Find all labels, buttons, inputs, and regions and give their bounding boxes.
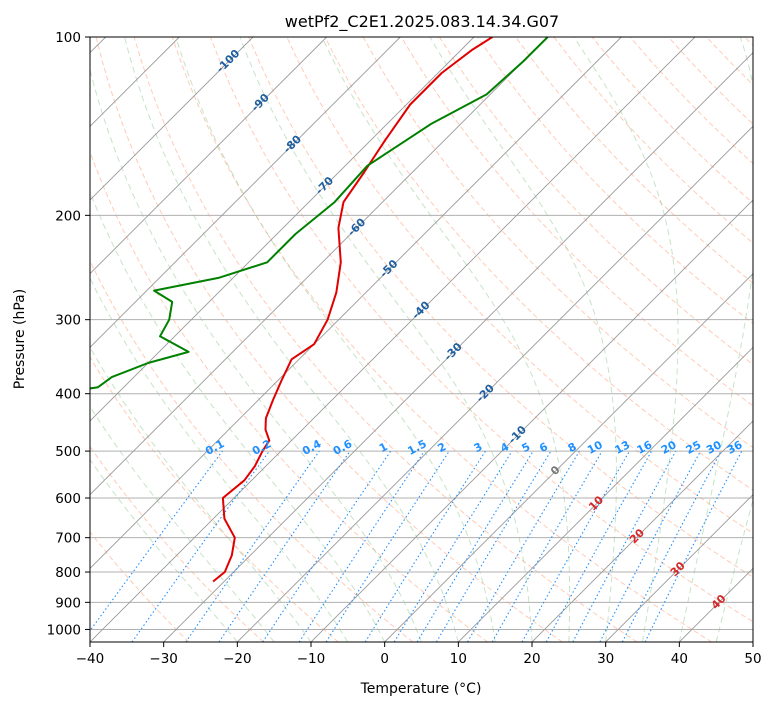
- y-tick-label: 600: [55, 491, 81, 507]
- dry-adiabat-line: [515, 37, 753, 284]
- plot-area: -100-90-80-70-60-50-40-30-20-10010203040…: [90, 37, 753, 642]
- x-tick-label: −20: [223, 651, 252, 667]
- isotherm-line: [90, 37, 475, 422]
- isotherm-line: [90, 37, 401, 348]
- isotherm-line: [531, 420, 753, 642]
- moist-adiabat-line: [678, 37, 753, 642]
- profile-line-1: [90, 37, 549, 390]
- mixing-ratio-line: [262, 450, 392, 642]
- x-tick-label: 50: [744, 651, 761, 667]
- mixing-ratio-label: 30: [704, 438, 724, 457]
- dry-adiabat-line: [90, 150, 488, 642]
- plot-frame: [89, 36, 754, 643]
- isotherm-line: [90, 37, 548, 496]
- mixing-ratio-label: 36: [725, 438, 745, 457]
- moist-adiabat-line: [175, 37, 496, 642]
- moist-adiabat-line: [429, 37, 617, 642]
- x-tick-label: 20: [523, 651, 540, 667]
- profile-line-0: [212, 37, 493, 583]
- isotherm-line: [605, 494, 753, 642]
- mixing-ratio-line: [298, 450, 425, 642]
- y-tick-label: 900: [55, 595, 81, 611]
- isotherm-line: [90, 37, 327, 275]
- mixing-ratio-lines: [90, 450, 743, 642]
- y-tick-label: 500: [55, 444, 81, 460]
- mixing-ratio-line: [416, 450, 534, 642]
- y-tick-label: 100: [55, 30, 81, 46]
- moist-adiabat-line: [90, 190, 386, 642]
- x-tick-label: −10: [297, 651, 326, 667]
- mixing-ratio-line: [545, 450, 653, 642]
- mixing-ratio-label: 20: [659, 438, 679, 457]
- isotherm-gridlines: [90, 37, 753, 642]
- y-tick-label: 200: [55, 208, 81, 224]
- mixing-ratio-line: [131, 450, 270, 642]
- mixing-ratio-line: [218, 450, 351, 642]
- profiles: [90, 37, 549, 583]
- x-tick-label: 10: [450, 651, 467, 667]
- moist-adiabat-line: [321, 37, 571, 642]
- dry-adiabats: [90, 37, 753, 642]
- mixing-ratio-label: 13: [613, 438, 633, 457]
- x-tick-label: −30: [149, 651, 178, 667]
- mixing-ratio-line: [644, 450, 743, 642]
- mixing-ratio-line: [393, 450, 513, 642]
- moist-adiabat-line: [239, 37, 533, 642]
- mixing-ratio-label: 10: [585, 438, 605, 457]
- moist-adiabat-line: [90, 405, 275, 642]
- moist-adiabat-line: [124, 37, 459, 642]
- dry-adiabat-line: [400, 37, 753, 407]
- y-axis: 100 200 300 400 500 600 700 800 900 1000: [47, 30, 90, 638]
- mixing-ratio-line: [572, 450, 677, 642]
- mixing-ratio-line: [90, 450, 223, 632]
- isotherm-line: [310, 199, 753, 642]
- moist-adiabat-line: [715, 498, 753, 642]
- moist-adiabat-line: [573, 37, 679, 642]
- dry-adiabat-line: [438, 37, 753, 366]
- x-tick-label: 40: [671, 651, 688, 667]
- dry-adiabat-line: [248, 37, 753, 578]
- mixing-ratio-line: [185, 450, 320, 642]
- dry-adiabat-line: [90, 445, 264, 642]
- isotherm-line: [90, 37, 696, 642]
- y-axis-title: Pressure (hPa): [12, 289, 28, 389]
- x-tick-label: 30: [597, 651, 614, 667]
- y-tick-label: 400: [55, 387, 81, 403]
- moist-adiabat-line: [90, 277, 349, 642]
- moist-adiabat-line: [90, 67, 422, 642]
- isotherm-line: [384, 273, 753, 642]
- x-tick-label: −40: [76, 651, 105, 667]
- isotherm-line: [163, 52, 753, 642]
- x-axis-title: Temperature (°C): [360, 681, 482, 697]
- isotherm-line: [458, 346, 753, 642]
- mixing-ratio-line: [521, 450, 630, 642]
- dry-adiabat-line: [133, 37, 638, 642]
- isotherm-line: [90, 37, 254, 201]
- moist-adiabat-line: [90, 458, 238, 642]
- y-tick-label: 1000: [47, 622, 81, 638]
- mixing-ratio-label: 16: [635, 438, 655, 457]
- x-axis: −40 −30 −20 −10 0 10 20 30 40 50: [76, 642, 762, 667]
- dry-adiabat-line: [90, 356, 339, 642]
- dry-adiabat-line: [171, 37, 712, 642]
- mixing-ratio-label: 25: [684, 438, 704, 457]
- dry-adiabat-line: [324, 37, 753, 491]
- y-tick-label: 300: [55, 313, 81, 329]
- dry-adiabat-line: [90, 531, 190, 642]
- dry-adiabat-line: [210, 37, 753, 623]
- y-tick-label: 700: [55, 531, 81, 547]
- isobar-gridlines: [90, 37, 753, 630]
- mixing-ratio-line: [325, 450, 450, 642]
- x-tick-label: 0: [380, 651, 389, 667]
- isotherm-line: [237, 125, 753, 642]
- isotherm-line: [90, 37, 622, 569]
- chart-title: wetPf2_C2E1.2025.083.14.34.G07: [285, 12, 559, 32]
- y-tick-label: 800: [55, 565, 81, 581]
